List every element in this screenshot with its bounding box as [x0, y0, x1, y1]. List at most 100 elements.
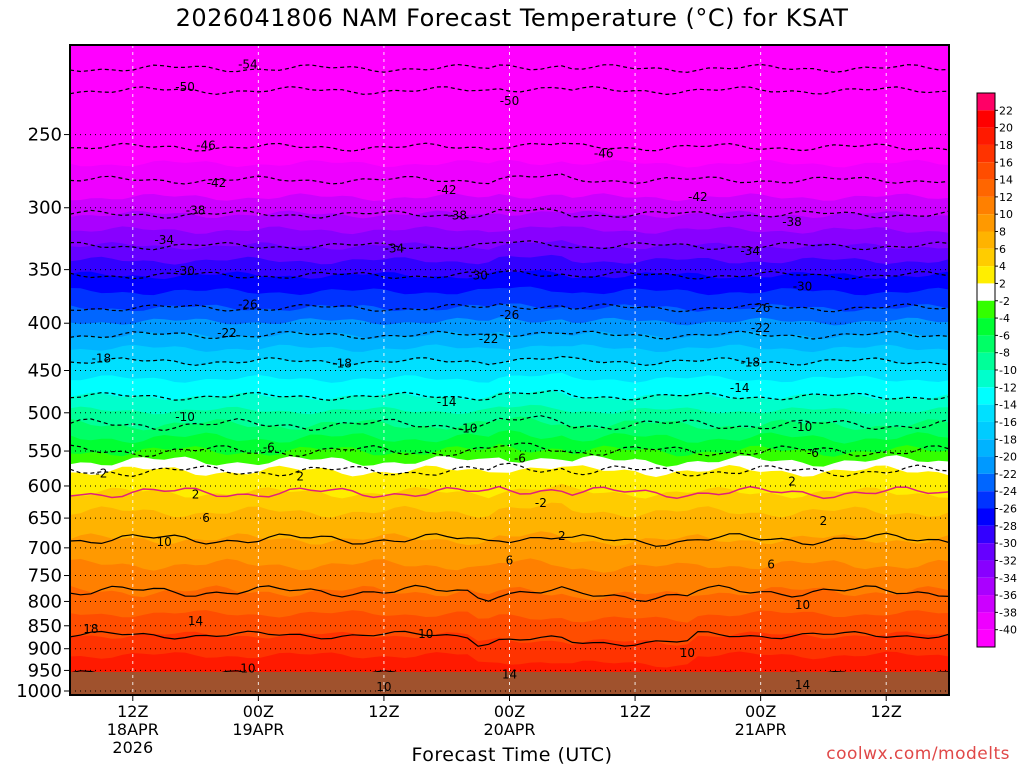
colorbar-tick-label: 14	[999, 174, 1013, 187]
colorbar-tick-label: -2	[999, 295, 1010, 308]
x-tick-label: 12Z	[619, 702, 650, 721]
contour-label: -50	[175, 80, 195, 94]
colorbar-tick-label: -4	[999, 312, 1010, 325]
colorbar-tick-label: -26	[999, 503, 1017, 516]
colorbar-tick-label: -30	[999, 537, 1017, 550]
contour-label: -54	[238, 58, 258, 72]
contour-label: -10	[175, 410, 195, 424]
colorbar-tick-label: -22	[999, 468, 1017, 481]
contour-label: 2	[192, 488, 200, 502]
colorbar-box-2	[977, 283, 995, 301]
contour-label: 2	[296, 469, 304, 483]
contour-label: 14	[795, 678, 810, 692]
colorbar-tick-label: -18	[999, 433, 1017, 446]
y-tick-label-700: 700	[28, 538, 62, 559]
colorbar-tick-label: 4	[999, 260, 1006, 273]
contour-label: -6	[807, 446, 819, 460]
colorbar-tick-label: -36	[999, 589, 1017, 602]
x-tick-label: 00Z	[494, 702, 525, 721]
colorbar-tick-label: 16	[999, 156, 1013, 169]
colorbar-tick-label: -24	[999, 485, 1017, 498]
colorbar-box-16	[977, 162, 995, 180]
colorbar-tick-label: -6	[999, 329, 1010, 342]
credit-text: coolwx.com/modelts	[826, 744, 1010, 764]
colorbar-tick-label: -14	[999, 399, 1017, 412]
colorbar-box-22	[977, 110, 995, 128]
contour-label: -42	[688, 190, 708, 204]
isotherm--10	[70, 415, 949, 432]
colorbar-tick-label: -8	[999, 347, 1010, 360]
colorbar-tick-label: -32	[999, 554, 1017, 567]
colorbar: 22 20 18 16 14 12 10 8 6 4 2 -2 -4 -6 -8 -10 -12 -14 -16 -1…	[976, 92, 1017, 648]
contour-label: -38	[447, 209, 467, 223]
contour-label: -38	[782, 215, 802, 229]
contour-label: -18	[740, 355, 760, 369]
contour-label: -22	[217, 326, 237, 340]
colorbar-tick-label: 6	[999, 243, 1006, 256]
contour-label: -46	[594, 146, 614, 160]
x-tick-label: 20APR	[483, 720, 535, 739]
colorbar-box--28	[977, 525, 995, 544]
y-tick-label-850: 850	[28, 616, 62, 637]
contour-label: -30	[468, 268, 488, 282]
colorbar-box--24	[977, 491, 995, 509]
y-axis: 2503003504004505005506006507007508008509…	[16, 125, 70, 702]
colorbar-box--36	[977, 595, 995, 613]
grid-lines	[70, 45, 949, 695]
x-tick-label: 00Z	[243, 702, 274, 721]
contour-label: 2	[558, 529, 566, 543]
contour-label: 6	[767, 558, 775, 572]
isotherm--46	[70, 142, 949, 152]
isotherm-2	[70, 485, 949, 500]
y-tick-label-950: 950	[28, 660, 62, 681]
x-axis-label: Forecast Time (UTC)	[411, 744, 613, 766]
y-tick-label-1000: 1000	[16, 681, 62, 702]
contour-label: -14	[730, 381, 750, 395]
contour-label: 10	[418, 627, 433, 641]
y-tick-label-750: 750	[28, 566, 62, 587]
colorbar-box--12	[977, 387, 995, 405]
contour-label: -42	[207, 176, 227, 190]
colorbar-box-18	[977, 144, 995, 163]
y-tick-label-500: 500	[28, 403, 62, 424]
contour-label: 10	[680, 646, 695, 660]
contour-label: -6	[263, 440, 275, 454]
contour-label: 6	[202, 511, 210, 525]
colorbar-box--30	[977, 543, 995, 561]
colorbar-tick-label: -38	[999, 606, 1017, 619]
x-tick-label: 19APR	[232, 720, 284, 739]
colorbar-box-8	[977, 231, 995, 249]
isotherm--50	[70, 85, 949, 96]
contour-label: 2	[788, 474, 796, 488]
y-tick-label-650: 650	[28, 508, 62, 529]
colorbar-box--26	[977, 508, 995, 526]
contour-label: -6	[514, 451, 526, 465]
y-tick-label-300: 300	[28, 198, 62, 219]
isotherm--54	[70, 63, 949, 73]
contour-label: -30	[793, 279, 813, 293]
isotherm--42	[70, 173, 949, 185]
colorbar-box-14	[977, 179, 995, 197]
colorbar-box--32	[977, 560, 995, 578]
contour-label: 10	[376, 680, 391, 694]
colorbar-tick-label: -28	[999, 520, 1017, 533]
contour-label: -38	[186, 203, 206, 217]
y-tick-label-350: 350	[28, 260, 62, 281]
colorbar-box--4	[977, 318, 995, 336]
contour-label: 10	[157, 535, 172, 549]
contour-label: -26	[238, 298, 258, 312]
contour-label: 2	[820, 514, 828, 528]
y-tick-label-250: 250	[28, 125, 62, 146]
contour-label: 14	[502, 668, 517, 682]
x-tick-label: 18APR	[107, 720, 159, 739]
contour-label: -14	[437, 395, 457, 409]
contour-label: -10	[793, 420, 813, 434]
contour-label: 6	[506, 553, 514, 567]
x-tick-label: 2026	[112, 738, 153, 757]
colorbar-box-above-22	[977, 93, 995, 111]
contour-labels: -54-50-50-46-46-42-42 -42-38 -38 -38-34-34-…	[83, 58, 827, 694]
colorbar-box-20	[977, 127, 995, 145]
contour-label: 14	[188, 614, 203, 628]
contour-label: -30	[175, 264, 195, 278]
